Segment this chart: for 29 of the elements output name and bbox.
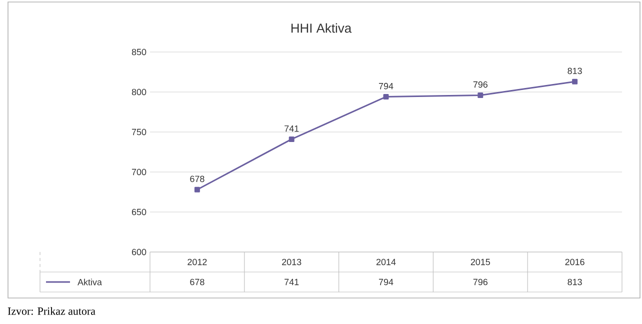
annotation: 794 <box>378 82 394 90</box>
point <box>572 78 578 84</box>
point <box>478 92 484 98</box>
x-tick-label: 2013 <box>282 258 302 266</box>
annotation: 678 <box>190 176 204 182</box>
point <box>288 136 294 142</box>
x-tick-label: 2014 <box>376 258 396 266</box>
data-label: 741 <box>284 278 299 286</box>
y-tick-label: 700 <box>132 168 146 176</box>
y-tick-label: 750 <box>132 128 146 136</box>
y-tick-label: 800 <box>132 88 146 96</box>
x-tick-label: 2016 <box>565 258 584 266</box>
annotation: 741 <box>284 126 299 132</box>
legend-label: Aktiva <box>78 278 102 286</box>
y-tick-label: 600 <box>132 248 146 256</box>
point <box>383 94 389 100</box>
data-label: 813 <box>568 278 582 286</box>
data-label: 794 <box>378 278 394 286</box>
annotation: 813 <box>568 68 582 74</box>
text: Izvor: Prikaz autora <box>8 307 96 315</box>
annotation: 796 <box>473 81 488 88</box>
x-tick-label: 2012 <box>188 258 207 266</box>
y-tick-label: 850 <box>132 48 146 56</box>
data-label: 796 <box>473 278 488 286</box>
x-tick-label: 2015 <box>470 258 490 266</box>
data-label: 678 <box>190 278 204 286</box>
chart-title: HHI Aktiva <box>291 23 352 33</box>
point <box>194 186 200 192</box>
y-tick-label: 650 <box>132 208 146 216</box>
